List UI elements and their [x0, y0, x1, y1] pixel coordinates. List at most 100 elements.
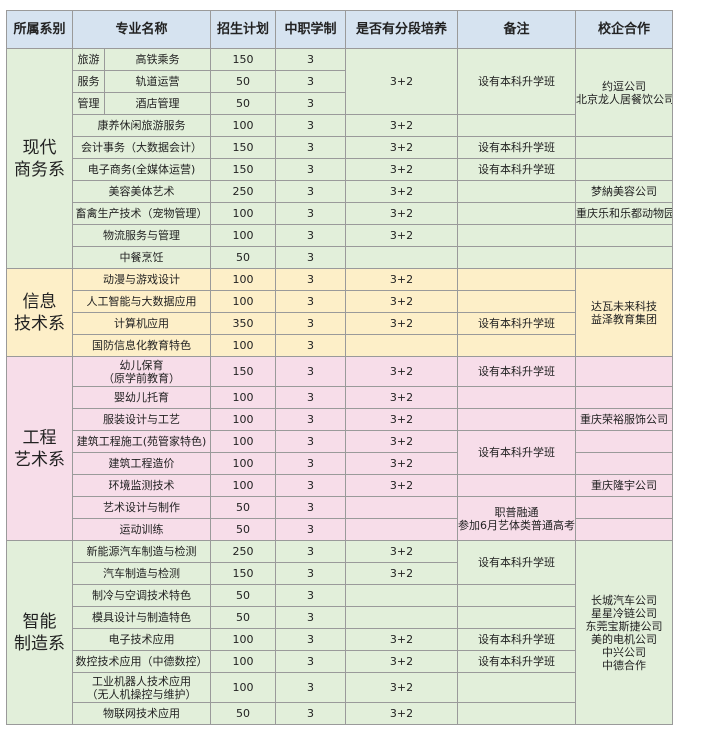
table-cell: 3+2 [345, 48, 459, 115]
table-row: 服务 轨道运营 50 3 [7, 70, 673, 93]
table-row: 艺术设计与制作 50 3 职普融通 参加6月艺体类普通高考 [7, 496, 674, 541]
table-cell: 50 [210, 246, 277, 269]
header-cell: 招生计划 [210, 10, 277, 49]
cell-line: （无人机操控与维护） [86, 687, 197, 701]
table-cell: 轨道运营 [103, 70, 212, 93]
table-cell: 3 [275, 114, 347, 137]
table-cell: 3+2 [345, 356, 459, 387]
cell-line: 设有本科升学班 [478, 163, 556, 176]
table-cell: 3+2 [345, 474, 459, 497]
cell-line: 达瓦未来科技 [591, 299, 658, 313]
table-cell [575, 430, 674, 453]
table-cell: 3 [275, 584, 347, 607]
table-cell: 动漫与游戏设计 [71, 268, 212, 291]
table-cell: 50 [210, 496, 277, 519]
table-cell: 模具设计与制造特色 [71, 606, 212, 629]
table-cell: 3 [275, 268, 347, 291]
table-cell: 物流服务与管理 [71, 224, 212, 247]
table-cell: 重庆隆宇公司 [575, 474, 674, 497]
table-cell: 100 [210, 114, 277, 137]
table-cell: 达瓦未来科技 益泽教育集团 [575, 268, 674, 357]
table-cell: 国防信息化教育特色 [71, 334, 212, 357]
cell-line: 设有本科升学班 [478, 365, 556, 378]
table-cell: 3 [275, 474, 347, 497]
table-cell: 服务 [72, 70, 105, 93]
table-cell [457, 334, 577, 357]
table-cell: 50 [210, 92, 277, 115]
table-row: 模具设计与制造特色 50 3 [7, 606, 673, 629]
table-row: 服装设计与工艺 100 3 3+2 重庆荣裕服饰公司 [7, 408, 674, 431]
table-cell: 3+2 [345, 540, 459, 563]
table-cell [457, 268, 577, 291]
table-cell: 美容美体艺术 [71, 180, 212, 203]
table-cell: 3 [275, 290, 347, 313]
table-cell: 3+2 [345, 628, 459, 651]
table-cell: 酒店管理 [103, 92, 212, 115]
table-cell: 150 [210, 356, 277, 387]
table-cell: 设有本科升学班 [457, 628, 577, 651]
table-cell [345, 246, 459, 269]
table-cell: 100 [210, 224, 277, 247]
table-cell [457, 408, 577, 431]
table-cell: 250 [210, 540, 277, 563]
table-cell: 150 [210, 48, 277, 71]
table-cell: 服装设计与工艺 [71, 408, 212, 431]
table-cell: 100 [210, 408, 277, 431]
table-cell: 信息 技术系 [6, 268, 73, 357]
table-cell: 3 [275, 70, 347, 93]
table-cell: 3 [275, 650, 347, 673]
table-cell: 梦納美容公司 [575, 180, 674, 203]
table-cell: 3+2 [345, 312, 459, 335]
table-cell: 3 [275, 158, 347, 181]
table-cell: 100 [210, 474, 277, 497]
cell-line: 设有本科升学班 [478, 633, 556, 646]
table-cell: 现代 商务系 [6, 48, 73, 269]
table-cell: 汽车制造与检测 [71, 562, 212, 585]
table-row: 建筑工程施工(苑管家特色) 100 3 3+2 设有本科升学班 [7, 430, 674, 475]
table-cell: 畜禽生产技术（宠物管理） [71, 202, 212, 225]
table-cell: 3+2 [345, 224, 459, 247]
table-cell: 幼儿保育 （原学前教育） [71, 356, 212, 387]
table-cell: 重庆荣裕服饰公司 [575, 408, 674, 431]
table-cell: 100 [210, 430, 277, 453]
table-cell [457, 246, 577, 269]
table-cell: 制冷与空调技术特色 [71, 584, 212, 607]
cell-line: 约逗公司 [602, 79, 647, 93]
table-cell: 电子商务(全媒体运营) [71, 158, 212, 181]
cell-line: 现代 [22, 137, 57, 158]
table-cell: 3 [275, 606, 347, 629]
table-row: 国防信息化教育特色 100 3 [7, 334, 673, 357]
table-cell [457, 386, 577, 409]
table-cell: 3 [275, 356, 347, 387]
table-cell: 设有本科升学班 [457, 48, 577, 115]
table-row: 婴幼儿托育 100 3 3+2 [7, 386, 674, 409]
table-cell: 设有本科升学班 [457, 136, 577, 159]
table-row: 制冷与空调技术特色 50 3 [7, 584, 673, 607]
table-cell: 3+2 [345, 702, 459, 725]
table-cell: 设有本科升学班 [457, 540, 577, 585]
cell-line: 职普融通 [494, 505, 539, 519]
table-cell: 3+2 [345, 408, 459, 431]
table-cell: 3+2 [345, 562, 459, 585]
table-row: 数控技术应用（中德数控） 100 3 3+2 设有本科升学班 [7, 650, 673, 673]
table-cell [457, 180, 577, 203]
cell-line: 梦納美容公司 [591, 185, 658, 198]
table-cell: 150 [210, 158, 277, 181]
cell-line: 设有本科升学班 [478, 317, 556, 330]
table-cell [345, 334, 459, 357]
table-cell: 旅游 [72, 48, 105, 71]
table-row: 现代 商务系 旅游 高铁乘务 150 3 3+2 设有本科升学班 约逗公司 北京龙人居餐饮公司 [6, 48, 674, 269]
table-cell: 3+2 [345, 290, 459, 313]
table-cell: 150 [210, 136, 277, 159]
table-cell: 3 [275, 430, 347, 453]
cell-line: 幼儿保育 [119, 358, 164, 372]
table-cell: 康养休闲旅游服务 [71, 114, 212, 137]
table-cell [575, 158, 674, 181]
table-cell: 3+2 [345, 158, 459, 181]
table-cell: 会计事务（大数据会计） [71, 136, 212, 159]
table-row: 物联网技术应用 50 3 3+2 [7, 702, 673, 725]
table-cell [457, 702, 577, 725]
table-cell: 设有本科升学班 [457, 158, 577, 181]
table-cell: 100 [210, 334, 277, 357]
